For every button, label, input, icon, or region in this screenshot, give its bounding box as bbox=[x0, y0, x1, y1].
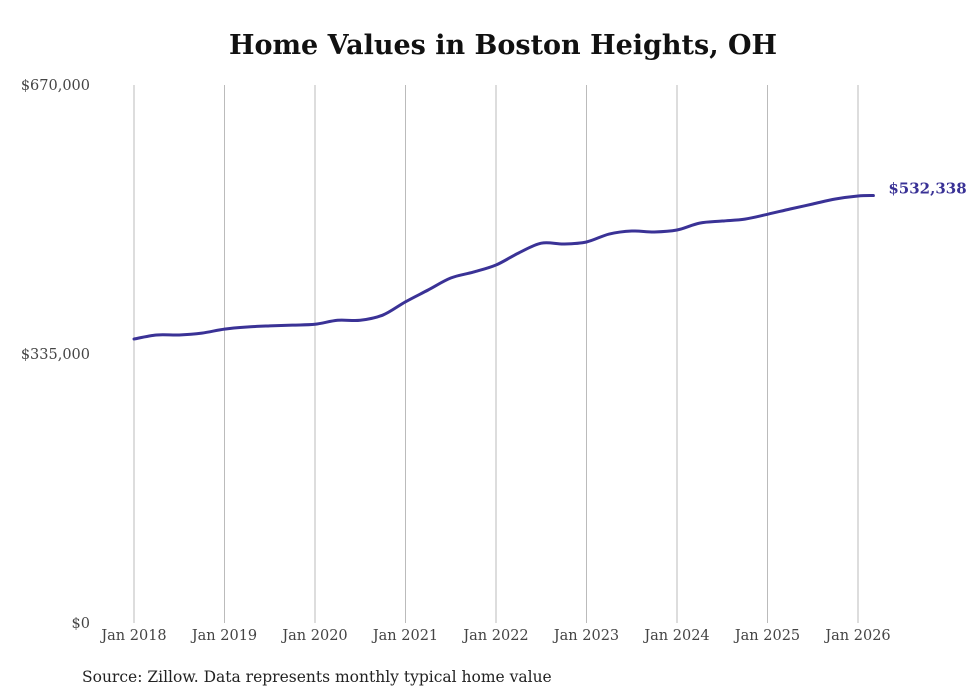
x-tick-label: Jan 2023 bbox=[552, 628, 619, 644]
x-tick-label: Jan 2020 bbox=[280, 628, 347, 644]
chart-title: Home Values in Boston Heights, OH bbox=[228, 30, 778, 61]
x-tick-label: Jan 2024 bbox=[642, 628, 709, 644]
y-tick-label: $670,000 bbox=[21, 78, 90, 94]
x-tick-label: Jan 2018 bbox=[99, 628, 166, 644]
end-value-label: $532,338 bbox=[888, 180, 966, 198]
x-tick-label: Jan 2026 bbox=[823, 628, 890, 644]
series-line bbox=[132, 194, 875, 341]
x-tick-label: Jan 2025 bbox=[733, 628, 800, 644]
x-tick-label: Jan 2021 bbox=[371, 628, 438, 644]
source-note: Source: Zillow. Data represents monthly … bbox=[82, 668, 552, 686]
y-tick-label: $0 bbox=[72, 616, 90, 632]
x-tick-label: Jan 2022 bbox=[461, 628, 528, 644]
x-tick-label: Jan 2019 bbox=[190, 628, 257, 644]
y-tick-label: $335,000 bbox=[21, 347, 90, 363]
